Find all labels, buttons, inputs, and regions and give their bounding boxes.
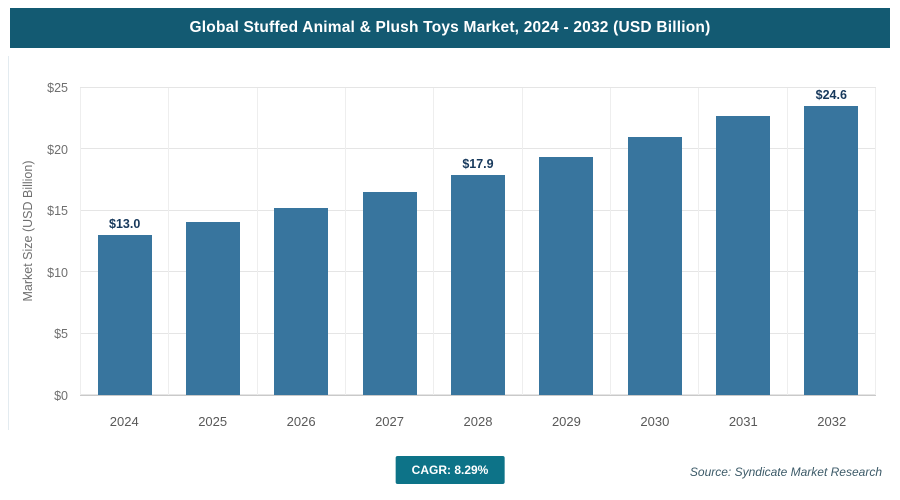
y-tick-label: $0 — [54, 389, 68, 403]
x-tick-label-2032: 2032 — [817, 414, 847, 429]
bar-slot-2024: $13.0 — [80, 88, 168, 395]
bar-slot-2030 — [609, 88, 698, 395]
y-tick-label: $20 — [47, 142, 68, 157]
y-tick-label: $10 — [47, 265, 68, 280]
bar-slot-2031 — [698, 88, 786, 395]
chart-footer: CAGR: 8.29% Source: Syndicate Market Res… — [0, 456, 900, 490]
bar-2032 — [804, 106, 859, 395]
y-tick-label: $5 — [54, 327, 68, 342]
x-tick-label-2031: 2031 — [728, 414, 758, 429]
x-tick-label-2030: 2030 — [640, 414, 670, 429]
x-tick-label-2029: 2029 — [551, 414, 581, 429]
bar-2024 — [97, 235, 152, 395]
bar-slot-2032: $24.6 — [786, 88, 876, 395]
x-tick-label-2026: 2026 — [286, 414, 316, 429]
x-tick-labels: 2024 2025 2026 2027 2028 2029 2030 2031 2032 — [80, 404, 876, 438]
data-label-2032: $24.6 — [815, 88, 847, 102]
bar-slot-2027 — [344, 88, 433, 395]
x-tick-label-2028: 2028 — [463, 414, 493, 429]
cagr-badge: CAGR: 8.29% — [395, 456, 505, 484]
gridline — [80, 148, 876, 150]
x-tick-label-2024: 2024 — [109, 414, 139, 429]
x-tick-label-2025: 2025 — [198, 414, 228, 429]
left-accent-line — [8, 56, 9, 430]
bars-row: $13.0 $17.9 $24.6 — [80, 88, 876, 395]
source-text: Source: Syndicate Market Research — [689, 465, 882, 479]
chart-title: Global Stuffed Animal & Plush Toys Marke… — [189, 19, 711, 36]
y-tick-label: $15 — [47, 204, 68, 219]
chart-title-bar: Global Stuffed Animal & Plush Toys Marke… — [10, 8, 890, 48]
data-label-2028: $17.9 — [462, 157, 494, 172]
y-tick-label: $25 — [47, 81, 68, 95]
x-tick-label-2027: 2027 — [375, 414, 404, 429]
bar-2031 — [715, 116, 771, 395]
plot-area: $13.0 $17.9 $24.6 — [80, 87, 876, 396]
bar-2030 — [627, 137, 682, 395]
plot-wrap: $0 $5 $10 $15 $20 $25 $13.0 $17.9 $24.6 2024 202… — [47, 66, 876, 438]
bar-2027 — [362, 192, 417, 395]
y-tick-labels: $0 $5 $10 $15 $20 $25 — [24, 81, 74, 403]
chart-region: Market Size (USD Billion) $0 $5 $10 $15 $20 $… — [10, 66, 886, 438]
bar-slot-2029 — [521, 88, 610, 395]
bar-2025 — [185, 221, 241, 395]
gridline — [80, 87, 876, 88]
bar-2029 — [539, 156, 594, 395]
bar-slot-2026 — [256, 88, 345, 395]
bar-2028 — [450, 175, 506, 395]
bar-slot-2025 — [168, 88, 256, 395]
bar-2026 — [274, 208, 329, 395]
data-label-2024: $13.0 — [109, 217, 141, 232]
bar-slot-2028: $17.9 — [433, 88, 521, 395]
